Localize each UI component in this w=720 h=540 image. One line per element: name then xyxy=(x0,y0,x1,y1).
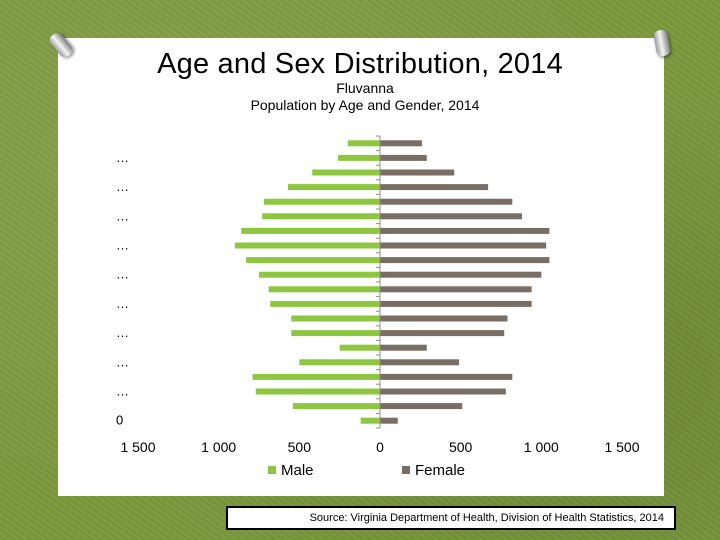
legend-label-male: Male xyxy=(281,462,314,479)
legend-label-female: Female xyxy=(415,462,466,479)
bar-female-9 xyxy=(380,286,532,293)
bar-male-3 xyxy=(252,373,380,380)
x-tick-label: 500 xyxy=(288,439,312,455)
y-tick-label: … xyxy=(116,179,129,194)
x-tick-label: 1 000 xyxy=(201,439,236,455)
y-tick-label: … xyxy=(116,208,129,223)
bar-female-6 xyxy=(380,330,505,337)
bar-female-16 xyxy=(380,184,489,191)
chart-subtitle: Population by Age and Gender, 2014 xyxy=(250,97,480,113)
bar-male-9 xyxy=(268,286,380,293)
bar-male-0 xyxy=(360,417,380,424)
x-tick-label: 1 000 xyxy=(524,439,559,455)
y-tick-label: … xyxy=(116,354,129,369)
bar-female-7 xyxy=(380,315,508,322)
bar-male-14 xyxy=(262,213,380,220)
bar-male-4 xyxy=(299,359,380,366)
bar-female-14 xyxy=(380,213,522,220)
legend-item-male: Male xyxy=(268,462,314,479)
bar-male-12 xyxy=(234,242,380,249)
y-tick-label: … xyxy=(116,150,129,165)
bar-male-10 xyxy=(259,271,380,278)
slide-title: Age and Sex Distribution, 2014 xyxy=(157,48,563,80)
bar-female-10 xyxy=(380,271,542,278)
bar-female-5 xyxy=(380,344,427,351)
bar-male-1 xyxy=(292,403,380,410)
source-note: Source: Virginia Department of Health, D… xyxy=(226,506,676,530)
bar-female-17 xyxy=(380,169,455,176)
bar-male-7 xyxy=(291,315,380,322)
bar-female-1 xyxy=(380,403,463,410)
bar-male-16 xyxy=(288,184,380,191)
legend-swatch-female xyxy=(402,466,410,474)
chart-title: Fluvanna xyxy=(336,80,394,96)
bar-male-6 xyxy=(291,330,380,337)
bar-female-4 xyxy=(380,359,460,366)
bar-female-12 xyxy=(380,242,547,249)
bar-female-8 xyxy=(380,300,532,307)
bar-female-0 xyxy=(380,417,398,424)
bar-male-13 xyxy=(241,227,380,234)
y-tick-label: … xyxy=(116,267,129,282)
x-tick-label: 0 xyxy=(376,439,384,455)
bar-female-3 xyxy=(380,373,513,380)
x-tick-label: 1 500 xyxy=(604,439,639,455)
bar-male-8 xyxy=(270,300,380,307)
bar-female-18 xyxy=(380,154,427,161)
legend-item-female: Female xyxy=(402,462,465,479)
legend-swatch-male xyxy=(268,466,276,474)
bar-male-17 xyxy=(312,169,380,176)
y-tick-label: … xyxy=(116,296,129,311)
bar-female-13 xyxy=(380,227,550,234)
x-tick-label: 1 500 xyxy=(120,439,155,455)
bar-male-2 xyxy=(255,388,380,395)
y-tick-label: … xyxy=(116,325,129,340)
y-tick-label: … xyxy=(116,238,129,253)
bar-male-15 xyxy=(263,198,380,205)
bar-male-18 xyxy=(338,154,380,161)
bar-male-5 xyxy=(339,344,380,351)
x-tick-label: 500 xyxy=(449,439,473,455)
bar-female-11 xyxy=(380,257,550,264)
bar-male-11 xyxy=(246,257,380,264)
y-tick-label: … xyxy=(116,384,129,399)
bar-male-19 xyxy=(347,140,380,147)
bar-female-19 xyxy=(380,140,422,147)
bar-female-2 xyxy=(380,388,506,395)
bar-female-15 xyxy=(380,198,513,205)
y-tick-label: 0 xyxy=(116,413,123,428)
